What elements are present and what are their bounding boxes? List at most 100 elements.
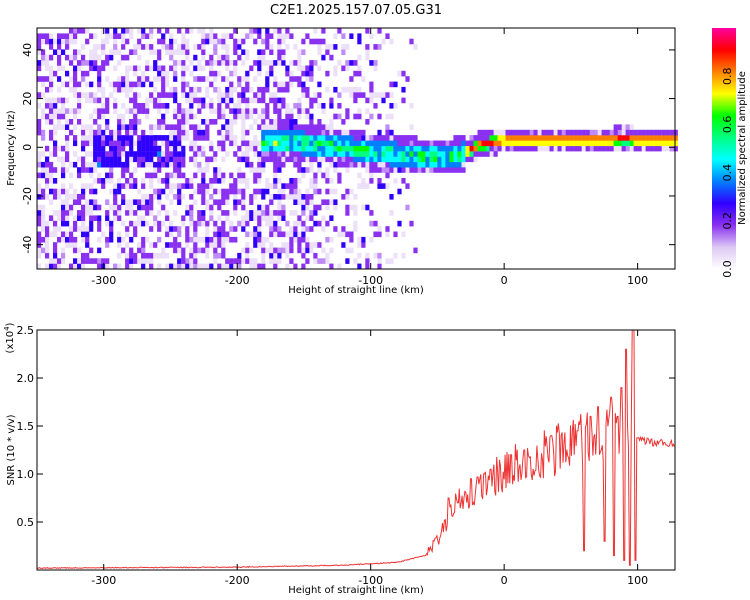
spectrogram-cell [333,167,338,173]
spectrogram-cell [145,172,150,179]
spectrogram-cell [281,156,286,163]
spectrogram-cell [53,226,58,232]
spectrogram-cell [229,188,234,195]
spectrogram-cell [201,236,206,243]
spectrogram-cell [405,204,410,211]
spectrogram-cell [249,97,254,104]
spectrogram-cell [233,188,238,195]
spectrogram-cell [421,140,426,147]
spectrogram-cell [261,60,266,66]
spectrogram-cell [369,178,374,184]
spectrogram-cell [597,135,602,141]
spectrogram-cell [193,44,198,50]
spectrogram-cell [221,252,226,259]
spectrogram-cell [281,33,286,39]
spectrogram-cell [293,220,298,227]
spectrogram-cell [109,151,114,157]
spectrogram-cell [261,140,266,147]
spectrogram-cell [121,199,126,205]
spectrogram-cell [193,124,198,130]
spectrogram-cell [277,86,282,93]
spectrogram-cell [49,135,54,141]
spectrogram-cell [289,70,294,77]
spectrogram-cell [561,129,566,136]
spectrogram-cell [301,220,306,227]
spectrogram-cell [557,140,562,147]
spectrogram-cell [505,145,510,152]
spectrogram-cell [121,151,126,157]
spectrogram-cell [533,140,538,147]
spectrogram-cell [313,252,318,259]
spectrogram-cell [177,135,182,141]
spectrogram-cell [373,60,378,66]
spectrogram-cell [421,145,426,152]
spectrogram-cell [273,258,278,264]
spectrogram-cell [285,119,290,125]
spectrogram-cell [393,135,398,141]
spectrogram-cell [185,231,190,238]
spectrogram-cell [269,258,274,264]
spectrogram-cell [461,145,466,152]
spectrogram-cell [373,92,378,98]
spectrogram-cell [153,172,158,179]
spectrogram-cell [89,247,94,254]
spectrogram-cell [61,199,66,205]
spectrogram-cell [73,199,78,205]
spectrogram-cell [429,161,434,168]
spectrogram-cell [301,263,306,270]
spectrogram-cell [249,258,254,264]
spectrogram-cell [45,119,50,125]
spectrogram-cell [353,151,358,157]
spectrogram-cell [433,151,438,157]
spectrogram-cell [269,226,274,232]
spectrogram-cell [129,178,134,184]
spectrogram-cell [137,145,142,152]
spectrogram-cell [277,81,282,88]
spectrogram-cell [361,204,366,211]
spectrogram-cell [129,124,134,130]
spectrogram-cell [309,151,314,157]
y-tick-label: 0.5 [17,516,35,529]
spectrogram-cell [609,140,614,147]
spectrogram-cell [181,220,186,227]
spectrogram-cell [169,145,174,152]
spectrogram-cell [313,242,318,248]
spectrogram-cell [629,135,634,141]
spectrogram-cell [269,242,274,248]
spectrogram-cell [625,140,630,147]
spectrogram-cell [253,108,258,114]
spectrogram-cell [273,263,278,270]
spectrogram-cell [673,129,678,136]
spectrogram-cell [37,65,42,72]
spectrogram-cell [101,151,106,157]
spectrogram-cell [269,194,274,200]
spectrogram-cell [321,38,326,45]
spectrogram-cell [401,167,406,173]
spectrogram-cell [233,263,238,270]
spectrogram-cell [425,156,430,163]
spectrogram-cell [337,60,342,66]
spectrogram-cell [201,178,206,184]
spectrogram-cell [269,60,274,66]
spectrogram-cell [253,226,258,232]
spectrogram-cell [53,140,58,147]
spectrogram-cell [101,28,106,34]
spectrogram-cell [53,103,58,109]
spectrogram-cell [225,124,230,130]
spectrogram-cell [289,242,294,248]
spectrogram-cell [165,92,170,98]
spectrogram-cell [85,258,90,264]
spectrogram-cell [293,161,298,168]
spectrogram-cell [569,129,574,136]
spectrogram-cell [373,44,378,50]
spectrogram-cell [373,220,378,227]
spectrogram-cell [73,76,78,82]
spectrogram-cell [149,226,154,232]
spectrogram-cell [593,145,598,152]
spectrogram-cell [189,70,194,77]
spectrogram-cell [241,151,246,157]
spectrogram-cell [537,140,542,147]
spectrogram-cell [393,103,398,109]
spectrogram-cell [205,60,210,66]
spectrogram-cell [173,113,178,120]
